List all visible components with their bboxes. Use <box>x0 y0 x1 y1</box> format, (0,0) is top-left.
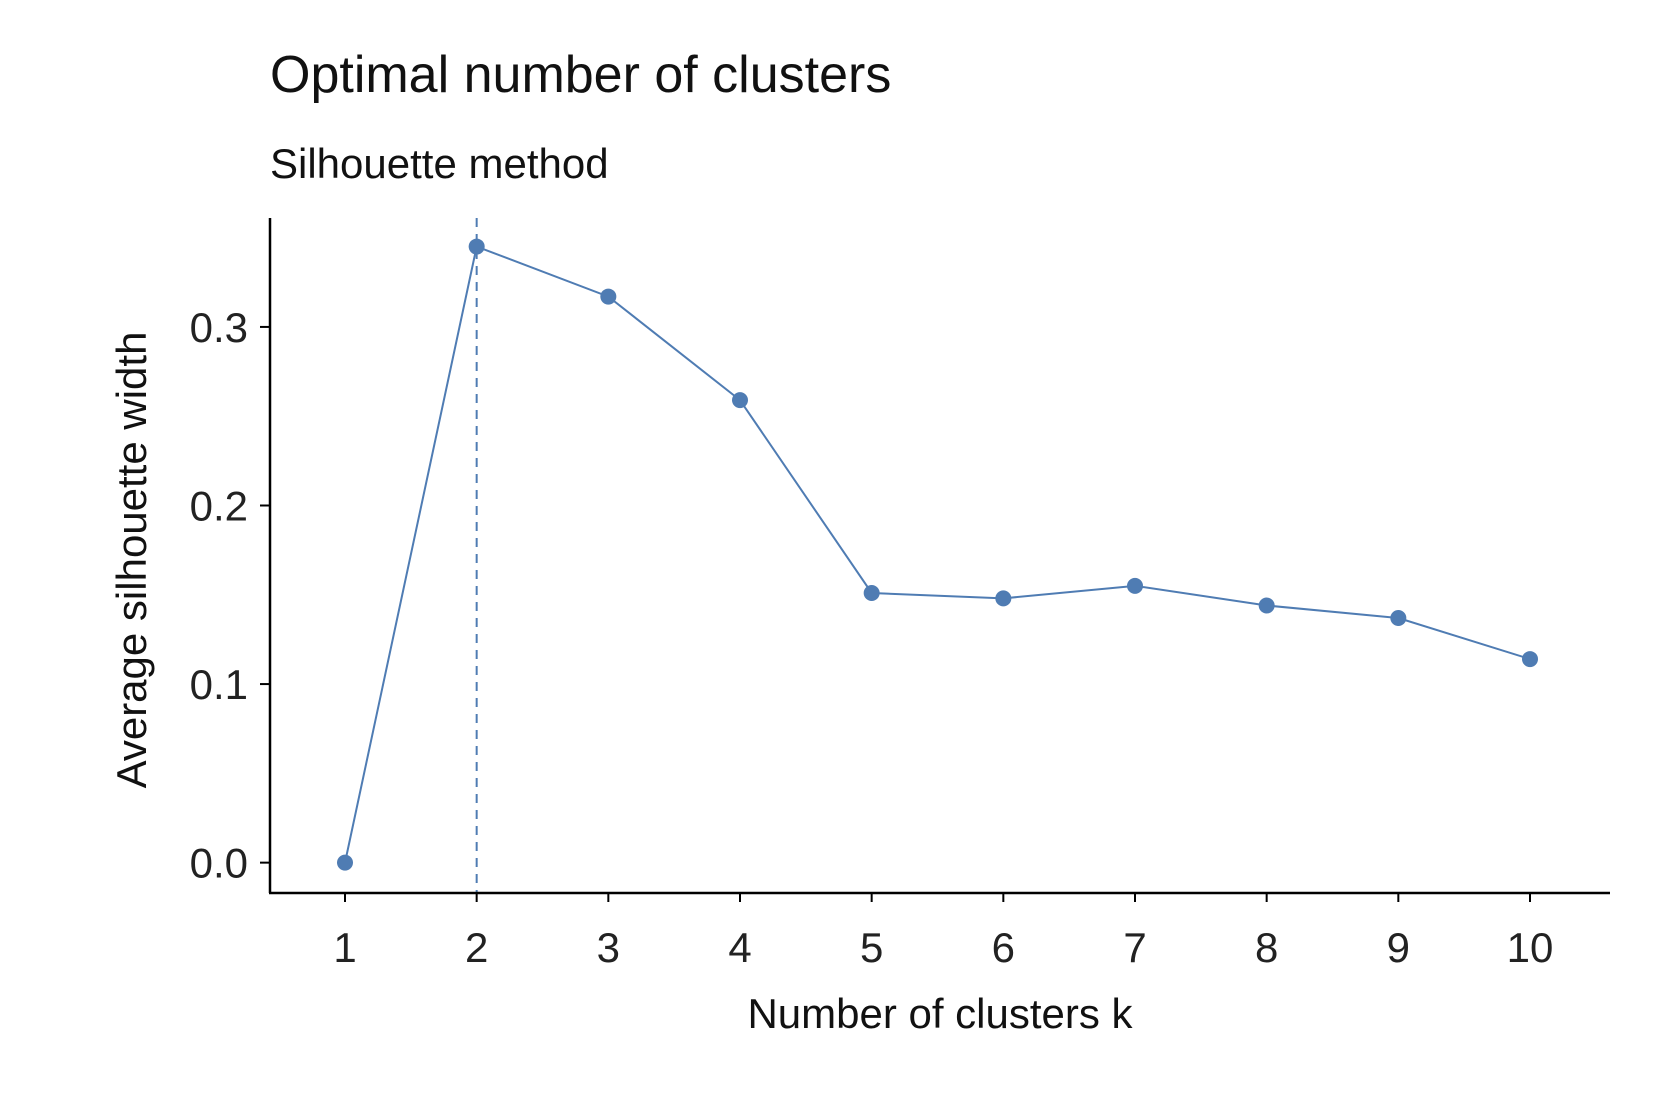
data-point-k-4 <box>732 392 748 409</box>
data-point-k-5 <box>863 585 880 601</box>
data-point-k-10 <box>1522 651 1538 668</box>
series-line <box>344 245 1531 863</box>
x-axis-title: Number of clusters k <box>747 990 1133 1037</box>
chart-title: Optimal number of clusters <box>270 46 891 104</box>
y-axis-title: Average silhouette width <box>108 332 155 789</box>
plot-area <box>337 218 1538 893</box>
y-tick-label: 0.0 <box>190 840 248 887</box>
x-tick-label: 2 <box>465 924 488 971</box>
x-tick-label: 6 <box>992 924 1015 971</box>
chart-subtitle: Silhouette method <box>270 140 609 187</box>
x-tick-label: 10 <box>1507 924 1554 971</box>
y-tick-label: 0.1 <box>190 661 248 708</box>
data-point-k-3 <box>600 288 617 305</box>
data-point-k-7 <box>1127 577 1143 594</box>
data-point-k-1 <box>337 854 353 871</box>
y-tick-label: 0.3 <box>190 304 248 351</box>
x-tick-label: 9 <box>1387 924 1410 971</box>
data-point-k-9 <box>1390 610 1407 626</box>
x-tick-label: 5 <box>860 924 883 971</box>
x-tick-label: 8 <box>1255 924 1278 971</box>
x-tick-label: 1 <box>333 924 356 971</box>
data-point-k-8 <box>1258 597 1275 614</box>
x-tick-label: 7 <box>1123 924 1146 971</box>
x-tick-label: 4 <box>728 924 751 971</box>
x-tick-label: 3 <box>597 924 620 971</box>
y-tick-label: 0.2 <box>190 483 248 530</box>
x-axis-ticks: 1 2 3 4 5 6 7 8 9 10 <box>333 893 1553 971</box>
data-point-k-6 <box>995 590 1012 607</box>
y-axis-ticks: 0.0 0.1 0.2 0.3 <box>190 304 270 887</box>
data-point-k-2 <box>468 238 485 255</box>
